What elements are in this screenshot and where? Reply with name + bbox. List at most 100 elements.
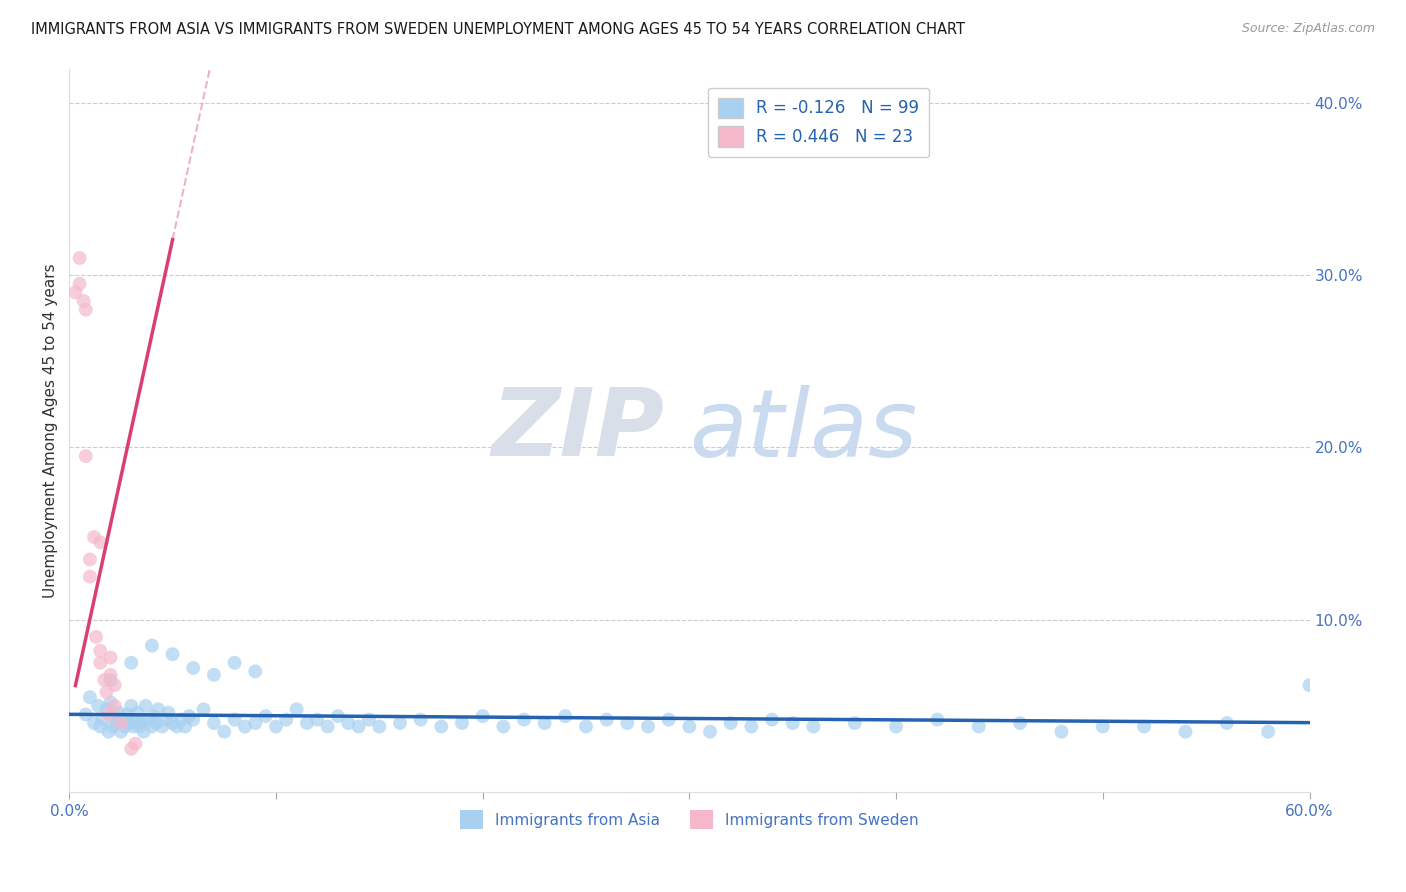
- Point: [451, 716, 474, 731]
- Point: [174, 719, 197, 733]
- Point: [357, 713, 380, 727]
- Point: [254, 709, 277, 723]
- Point: [368, 719, 391, 733]
- Point: [143, 709, 166, 723]
- Point: [118, 716, 141, 731]
- Point: [533, 716, 555, 731]
- Point: [97, 707, 120, 722]
- Point: [245, 716, 267, 731]
- Point: [108, 706, 131, 720]
- Point: [79, 552, 101, 566]
- Point: [104, 678, 127, 692]
- Point: [89, 656, 111, 670]
- Point: [782, 716, 804, 731]
- Point: [967, 719, 990, 733]
- Point: [97, 724, 120, 739]
- Point: [89, 535, 111, 549]
- Point: [105, 716, 128, 731]
- Point: [264, 719, 287, 733]
- Point: [166, 719, 188, 733]
- Point: [162, 647, 184, 661]
- Point: [87, 698, 110, 713]
- Point: [91, 713, 114, 727]
- Point: [214, 724, 236, 739]
- Point: [75, 707, 97, 722]
- Point: [128, 719, 150, 733]
- Point: [83, 530, 105, 544]
- Point: [347, 719, 370, 733]
- Point: [75, 449, 97, 463]
- Point: [170, 713, 193, 727]
- Point: [69, 251, 91, 265]
- Point: [179, 709, 201, 723]
- Point: [803, 719, 825, 733]
- Point: [104, 698, 127, 713]
- Point: [1010, 716, 1032, 731]
- Point: [84, 630, 107, 644]
- Point: [89, 719, 111, 733]
- Point: [136, 713, 159, 727]
- Point: [307, 713, 329, 727]
- Point: [100, 668, 122, 682]
- Point: [1133, 719, 1156, 733]
- Point: [150, 719, 173, 733]
- Point: [141, 719, 163, 733]
- Point: [337, 716, 360, 731]
- Point: [245, 665, 267, 679]
- Text: atlas: atlas: [689, 384, 918, 475]
- Point: [79, 690, 101, 705]
- Point: [492, 719, 515, 733]
- Point: [202, 716, 225, 731]
- Text: Source: ZipAtlas.com: Source: ZipAtlas.com: [1241, 22, 1375, 36]
- Point: [224, 656, 246, 670]
- Point: [202, 668, 225, 682]
- Point: [115, 707, 138, 722]
- Legend: Immigrants from Asia, Immigrants from Sweden: Immigrants from Asia, Immigrants from Sw…: [454, 804, 925, 835]
- Point: [120, 698, 142, 713]
- Point: [73, 294, 96, 309]
- Point: [285, 702, 308, 716]
- Point: [326, 709, 349, 723]
- Point: [100, 650, 122, 665]
- Point: [100, 695, 122, 709]
- Point: [181, 661, 204, 675]
- Point: [1050, 724, 1073, 739]
- Point: [69, 277, 91, 291]
- Point: [596, 713, 619, 727]
- Point: [89, 644, 111, 658]
- Point: [79, 569, 101, 583]
- Point: [83, 716, 105, 731]
- Point: [135, 698, 157, 713]
- Point: [1174, 724, 1197, 739]
- Point: [224, 713, 246, 727]
- Point: [96, 685, 118, 699]
- Point: [233, 719, 256, 733]
- Point: [1091, 719, 1114, 733]
- Point: [678, 719, 700, 733]
- Point: [844, 716, 866, 731]
- Y-axis label: Unemployment Among Ages 45 to 54 years: Unemployment Among Ages 45 to 54 years: [44, 263, 58, 598]
- Point: [120, 656, 142, 670]
- Point: [1257, 724, 1279, 739]
- Point: [155, 713, 177, 727]
- Point: [409, 713, 432, 727]
- Point: [110, 716, 132, 731]
- Point: [554, 709, 576, 723]
- Point: [699, 724, 721, 739]
- Point: [295, 716, 318, 731]
- Point: [193, 702, 215, 716]
- Point: [110, 724, 132, 739]
- Point: [101, 719, 124, 733]
- Point: [120, 742, 142, 756]
- Point: [430, 719, 453, 733]
- Point: [316, 719, 339, 733]
- Point: [127, 706, 149, 720]
- Point: [100, 673, 122, 687]
- Point: [162, 716, 184, 731]
- Point: [104, 709, 127, 723]
- Point: [1216, 716, 1239, 731]
- Point: [761, 713, 783, 727]
- Point: [637, 719, 659, 733]
- Point: [141, 639, 163, 653]
- Point: [131, 716, 153, 731]
